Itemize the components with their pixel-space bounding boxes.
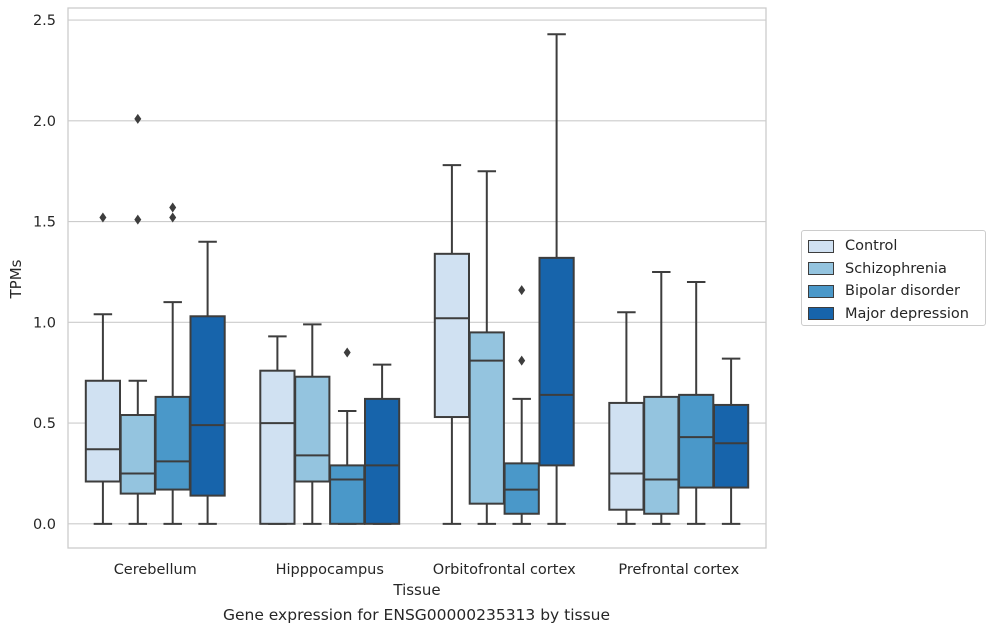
- y-axis-label: TPMs: [7, 259, 25, 299]
- box-iqr: [678, 393, 715, 489]
- box-iqr: [189, 315, 226, 497]
- box-iqr: [259, 369, 296, 525]
- legend-item: Bipolar disorder: [808, 280, 985, 303]
- y-tick-label: 1.0: [33, 315, 56, 331]
- box-iqr: [84, 379, 122, 483]
- outlier-point: [99, 212, 107, 223]
- box-iqr: [503, 462, 540, 515]
- chart-caption: Gene expression for ENSG00000235313 by t…: [222, 606, 611, 624]
- outlier-point: [169, 202, 177, 213]
- legend-swatch: [808, 262, 834, 276]
- y-tick-label: 1.5: [33, 215, 56, 231]
- box-schizophrenia: [468, 170, 505, 525]
- x-tick-label: Orbitofrontal cortex: [433, 562, 576, 578]
- y-tick-label: 2.0: [33, 114, 56, 130]
- box-control: [84, 212, 122, 525]
- legend-swatch: [808, 239, 834, 253]
- box-iqr: [712, 403, 750, 489]
- outlier-point: [343, 347, 351, 358]
- box-major-depression: [189, 240, 226, 525]
- box-iqr: [154, 395, 191, 491]
- legend-label: Schizophrenia: [845, 260, 947, 277]
- y-tick-label: 0.0: [33, 517, 56, 533]
- x-tick-label: Hipppocampus: [276, 562, 384, 578]
- box-iqr: [608, 401, 645, 511]
- box-major-depression: [712, 357, 750, 525]
- plot-frame: [67, 7, 767, 549]
- legend-item: Major depression: [808, 303, 985, 326]
- box-bipolar-disorder: [154, 202, 191, 525]
- y-tick-label: 0.5: [33, 416, 56, 432]
- x-tick-label: Cerebellum: [114, 562, 197, 578]
- box-iqr: [329, 464, 366, 525]
- y-tick-label: 2.5: [33, 13, 56, 29]
- outlier-point: [134, 113, 142, 124]
- outlier-point: [134, 214, 142, 225]
- legend-label: Control: [845, 238, 898, 255]
- box-bipolar-disorder: [503, 285, 540, 525]
- box-bipolar-disorder: [678, 281, 715, 525]
- legend-swatch: [808, 284, 834, 298]
- box-schizophrenia: [119, 113, 156, 525]
- box-iqr: [643, 395, 680, 515]
- box-control: [259, 335, 296, 525]
- outlier-point: [518, 285, 526, 296]
- outlier-point: [518, 355, 526, 366]
- legend-item: Control: [808, 235, 985, 258]
- box-iqr: [363, 397, 401, 525]
- box-control: [608, 311, 645, 525]
- box-major-depression: [363, 363, 401, 525]
- x-tick-label: Prefrontal cortex: [618, 562, 739, 578]
- x-axis-label: Tissue: [392, 581, 440, 599]
- box-iqr: [294, 375, 331, 483]
- box-bipolar-disorder: [329, 347, 366, 525]
- legend-label: Bipolar disorder: [845, 283, 960, 300]
- legend-label: Major depression: [845, 305, 969, 322]
- box-schizophrenia: [294, 323, 331, 525]
- box-schizophrenia: [643, 270, 680, 525]
- tick-labels: 0.0 0.5 1.0 1.5 2.0 2.5 Cerebellum Hipppocampus…: [33, 13, 740, 578]
- box-iqr: [538, 256, 575, 467]
- box-iqr: [468, 331, 505, 505]
- box-major-depression: [538, 33, 575, 525]
- legend-item: Schizophrenia: [808, 258, 985, 281]
- box-control: [433, 164, 471, 525]
- boxes: [84, 33, 750, 525]
- box-iqr: [119, 414, 156, 495]
- box-iqr: [433, 252, 471, 419]
- legend-swatch: [808, 307, 834, 321]
- legend: Control Schizophrenia Bipolar disorder Majo…: [801, 230, 986, 326]
- outlier-point: [169, 212, 177, 223]
